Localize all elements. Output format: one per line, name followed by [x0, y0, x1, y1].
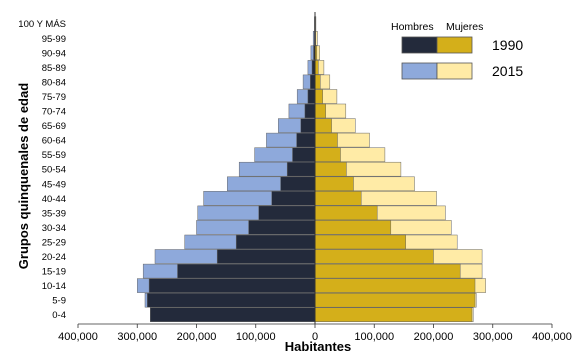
legend-year-2015: 2015 — [492, 63, 523, 79]
x-tick-label: 400,000 — [532, 331, 572, 343]
x-tick-label: 0 — [312, 331, 318, 343]
age-group-label: 5-9 — [52, 296, 66, 307]
bar-hombres-1990-10-14 — [148, 278, 316, 293]
bar-mujeres-1990-45-49 — [314, 176, 354, 192]
bar-mujeres-1990-65-69 — [314, 118, 332, 133]
age-group-label: 70-74 — [42, 107, 66, 118]
age-group-label: 60-64 — [42, 136, 66, 147]
age-group-label: 95-99 — [42, 34, 66, 45]
bar-hombres-1990-45-49 — [280, 176, 316, 192]
legend-label-mujeres: Mujeres — [446, 21, 483, 33]
bar-hombres-1990-65-69 — [300, 118, 316, 133]
age-group-tick-labels: 0-4 5-9 10-14 15-19 20-24 25-29 30-34 35-39 40-4… — [18, 19, 66, 321]
age-group-label: 90-94 — [42, 48, 66, 59]
legend: Hombres Mujeres 1990 2015 — [391, 21, 523, 80]
bar-hombres-1990-75-79 — [307, 89, 316, 104]
bar-mujeres-1990-20-24 — [314, 249, 434, 264]
x-tick-label: 200,000 — [414, 331, 454, 343]
x-tick-label: 300,000 — [473, 331, 513, 343]
age-group-label: 45-49 — [42, 179, 66, 190]
age-group-label: 40-44 — [42, 194, 66, 205]
bar-hombres-1990-15-19 — [177, 263, 316, 279]
age-group-label: 55-59 — [42, 150, 66, 161]
age-group-label: 15-19 — [42, 267, 66, 278]
legend-year-1990: 1990 — [492, 37, 523, 53]
bar-mujeres-1990-25-29 — [314, 234, 406, 250]
age-group-label: 100 Y MÁS — [18, 19, 66, 30]
bar-mujeres-1990-60-64 — [314, 132, 338, 148]
x-tick-label: 100,000 — [236, 331, 276, 343]
bar-mujeres-1990-15-19 — [314, 263, 461, 279]
age-group-label: 0-4 — [52, 310, 66, 321]
bar-hombres-1990-70-74 — [304, 103, 316, 119]
age-group-label: 65-69 — [42, 121, 66, 132]
age-group-label: 85-89 — [42, 63, 66, 74]
y-axis-label: Grupos quinquenales de edad — [16, 83, 31, 269]
bar-mujeres-1990-5-9 — [314, 292, 476, 308]
legend-label-hombres: Hombres — [391, 21, 434, 33]
bar-mujeres-1990-55-59 — [314, 147, 341, 162]
bar-hombres-1990-5-9 — [147, 292, 316, 308]
bar-mujeres-1990-70-74 — [314, 103, 326, 119]
age-group-label: 35-39 — [42, 208, 66, 219]
x-tick-label: 200,000 — [177, 331, 217, 343]
bar-hombres-1990-0-4 — [150, 307, 316, 322]
bar-mujeres-1990-80-84 — [314, 74, 321, 90]
bar-hombres-1990-60-64 — [296, 132, 316, 148]
bar-mujeres-1990-10-14 — [314, 278, 476, 293]
bar-hombres-1990-50-54 — [286, 161, 316, 177]
x-axis-label: Habitantes — [285, 339, 351, 352]
bar-hombres-1990-40-44 — [271, 191, 316, 206]
legend-swatch-hombres-2015 — [401, 62, 438, 80]
age-group-label: 20-24 — [42, 252, 66, 263]
age-group-label: 30-34 — [42, 223, 66, 234]
x-tick-label: 400,000 — [58, 331, 98, 343]
bar-mujeres-1990-30-34 — [314, 220, 392, 235]
age-group-label: 10-14 — [42, 281, 66, 292]
legend-swatch-mujeres-1990 — [436, 36, 473, 54]
x-tick-label: 100,000 — [354, 331, 394, 343]
legend-swatch-hombres-1990 — [401, 36, 438, 54]
age-group-label: 25-29 — [42, 238, 66, 249]
bar-hombres-1990-80-84 — [310, 74, 316, 90]
bar-mujeres-1990-0-4 — [314, 307, 473, 322]
bar-mujeres-1990-40-44 — [314, 191, 362, 206]
age-group-label: 80-84 — [42, 77, 66, 88]
legend-swatch-mujeres-2015 — [436, 62, 473, 80]
x-axis: 400,000 300,000 200,000 100,000 0 100,000 200,… — [58, 323, 572, 343]
x-tick-label: 300,000 — [117, 331, 157, 343]
age-group-label: 50-54 — [42, 165, 66, 176]
bar-mujeres-1990-75-79 — [314, 89, 323, 104]
bar-hombres-1990-25-29 — [235, 234, 316, 250]
bar-hombres-1990-30-34 — [248, 220, 316, 235]
bar-hombres-1990-35-39 — [258, 205, 316, 221]
bars-layer — [137, 12, 486, 324]
bar-hombres-1990-20-24 — [216, 249, 316, 264]
bar-hombres-1990-55-59 — [292, 147, 316, 162]
bar-mujeres-1990-35-39 — [314, 205, 378, 221]
age-group-label: 75-79 — [42, 92, 66, 103]
bar-mujeres-1990-50-54 — [314, 161, 347, 177]
